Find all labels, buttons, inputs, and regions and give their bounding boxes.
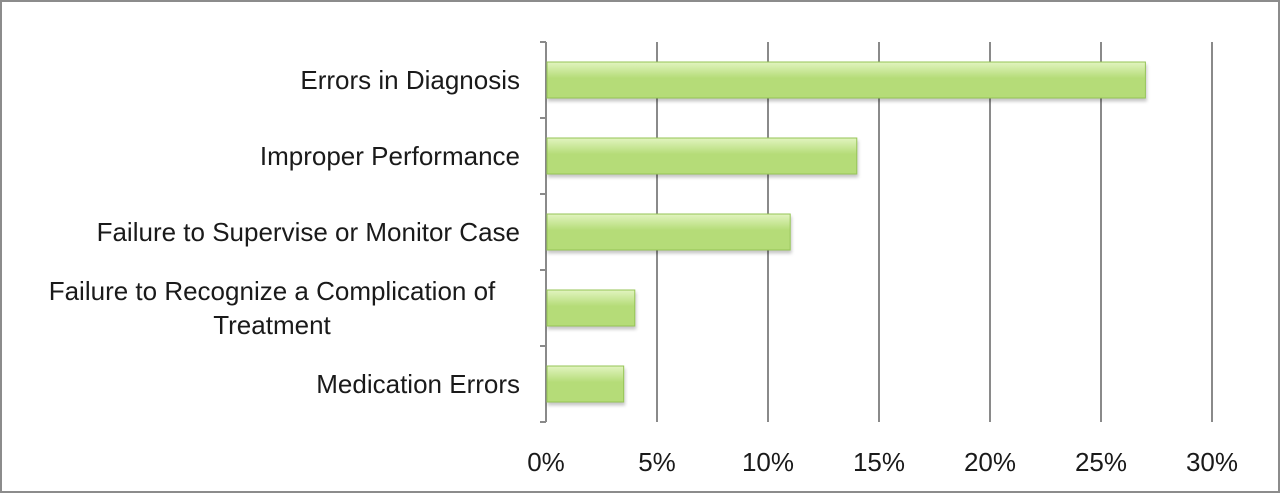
category-label: Errors in Diagnosis [300,65,520,95]
x-tick-label: 20% [964,447,1016,477]
category-label: Failure to Recognize a Complication of Tr… [49,276,496,340]
bar [546,213,791,251]
gridlines [656,42,1213,422]
bar [546,289,636,327]
x-tick-label: 30% [1186,447,1238,477]
x-tick-label: 10% [742,447,794,477]
x-tick-label: 25% [1075,447,1127,477]
category-label: Improper Performance [260,141,520,171]
category-labels: Errors in Diagnosis Improper Performance F… [49,65,520,399]
x-tick-label: 5% [638,447,676,477]
x-tick-label: 15% [853,447,905,477]
category-label: Failure to Supervise or Monitor Case [97,217,520,247]
bar [546,61,1146,99]
x-tick-labels: 0% 5% 10% 15% 20% 25% 30% [527,447,1238,477]
x-tick-label: 0% [527,447,565,477]
bar [546,137,858,175]
category-label: Medication Errors [316,369,520,399]
axes [540,41,547,423]
bar [546,365,625,403]
bars [546,61,1146,403]
